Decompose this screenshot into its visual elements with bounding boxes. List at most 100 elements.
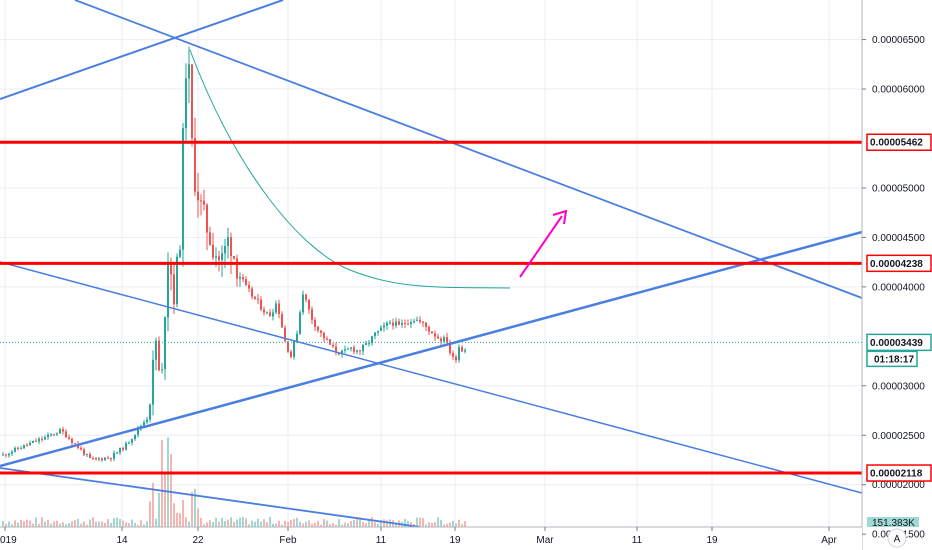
- volume-bar: [185, 517, 187, 527]
- candle-body: [332, 344, 334, 347]
- volume-bar: [458, 519, 460, 527]
- candle-body: [365, 343, 367, 345]
- volume-bar: [137, 524, 139, 527]
- projection-arrow[interactable]: [519, 215, 563, 278]
- trendline[interactable]: [0, 211, 932, 468]
- time-tick-label: 22: [192, 535, 204, 546]
- volume-bar: [119, 519, 121, 527]
- volume-bar: [308, 520, 310, 527]
- candle-body: [290, 351, 292, 357]
- volume-bar: [257, 518, 259, 527]
- volume-bar: [155, 518, 157, 527]
- volume-bar: [344, 522, 346, 527]
- volume-bar: [224, 521, 226, 527]
- volume-bar: [326, 520, 328, 527]
- trendline[interactable]: [0, 0, 284, 100]
- volume-bar: [404, 519, 406, 527]
- time-tick-label: 14: [116, 535, 128, 546]
- volume-bar: [449, 522, 451, 527]
- candle-body: [95, 458, 97, 460]
- volume-bar: [164, 471, 166, 527]
- volume-bar: [296, 517, 298, 527]
- candle-body: [173, 274, 175, 305]
- volume-bar: [17, 522, 19, 527]
- candle-body: [44, 437, 46, 440]
- volume-bar: [362, 521, 364, 527]
- candle-body: [137, 427, 139, 435]
- time-tick-label: 19: [706, 535, 718, 546]
- candle-body: [404, 323, 406, 325]
- candle-body: [203, 200, 205, 205]
- volume-bar: [59, 523, 61, 527]
- level-price-tag: [866, 464, 932, 482]
- volume-bars: [2, 437, 466, 527]
- candle-body: [455, 356, 457, 361]
- auto-scale-button[interactable]: [887, 528, 907, 548]
- volume-bar: [377, 523, 379, 527]
- volume-bar: [95, 521, 97, 527]
- volume-bar: [113, 518, 115, 527]
- volume-bar: [101, 521, 103, 527]
- volume-bar: [203, 524, 205, 527]
- decay-curve[interactable]: [189, 49, 511, 289]
- candle-body: [2, 454, 4, 456]
- candle-body: [422, 321, 424, 323]
- candle-body: [158, 340, 160, 371]
- volume-bar: [338, 519, 340, 527]
- volume-bar: [371, 517, 373, 527]
- candle-body: [380, 327, 382, 331]
- volume-bar: [221, 517, 223, 527]
- candle-body: [101, 458, 103, 461]
- candle-body: [305, 294, 307, 300]
- volume-bar: [179, 513, 181, 527]
- candle-body: [434, 333, 436, 337]
- candle-body: [326, 338, 328, 340]
- volume-bar: [11, 524, 13, 527]
- volume-bar: [350, 521, 352, 527]
- volume-bar: [287, 521, 289, 527]
- candle-body: [71, 438, 73, 444]
- volume-bar: [302, 523, 304, 527]
- volume-bar: [65, 524, 67, 527]
- volume-bar: [206, 522, 208, 527]
- volume-bar: [311, 523, 313, 527]
- volume-bar: [446, 523, 448, 527]
- trendline[interactable]: [0, 261, 863, 494]
- volume-bar: [215, 517, 217, 527]
- trendline[interactable]: [0, 467, 421, 528]
- volume-bar: [419, 517, 421, 527]
- volume-bar: [440, 520, 442, 527]
- candle-body: [167, 261, 169, 318]
- volume-bar: [335, 524, 337, 527]
- candle-body: [155, 340, 157, 360]
- time-tick-label: Apr: [821, 535, 837, 546]
- candle-body: [272, 312, 274, 317]
- candle-body: [356, 350, 358, 352]
- volume-bar: [428, 522, 430, 527]
- candle-body: [269, 312, 271, 317]
- candle-body: [368, 343, 370, 345]
- trendline[interactable]: [74, 0, 863, 299]
- volume-bar: [347, 523, 349, 527]
- candle-body: [56, 433, 58, 435]
- volume-bar: [191, 491, 193, 527]
- candle-body: [26, 444, 28, 446]
- volume-bar: [41, 517, 43, 527]
- candle-body: [395, 321, 397, 326]
- candle-body: [224, 245, 226, 254]
- volume-bar: [161, 439, 163, 527]
- volume-bar: [197, 508, 199, 527]
- level-price-tag-label: 0.00004238: [870, 259, 923, 270]
- candle-body: [104, 457, 106, 461]
- volume-bar: [44, 521, 46, 527]
- volume-bar: [233, 521, 235, 527]
- candle-body: [254, 296, 256, 299]
- candle-body: [260, 299, 262, 310]
- volume-bar: [47, 519, 49, 527]
- candle-body: [263, 309, 265, 313]
- volume-bar: [386, 520, 388, 527]
- volume-bar: [272, 523, 274, 527]
- candle-body: [302, 294, 304, 313]
